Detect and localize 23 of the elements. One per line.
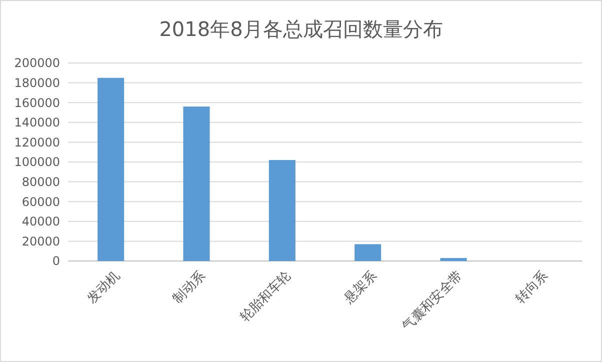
y-tick-label: 180000 [14,76,60,90]
x-tick-label: 转向系 [513,268,552,307]
y-tick-label: 100000 [14,155,60,170]
y-tick-label: 80000 [22,175,60,189]
x-tick-label: 发动机 [84,268,123,307]
x-tick-label: 制动系 [170,268,209,307]
y-tick-label: 160000 [14,96,60,110]
bar [268,160,296,261]
bar [440,258,467,261]
x-tick-label: 轮胎和车轮 [238,268,294,326]
y-tick-label: 140000 [14,116,60,130]
bar [183,106,210,261]
x-tick-label: 悬架系 [340,268,380,308]
y-tick-label: 120000 [14,135,60,150]
chart-title: 2018年8月各总成召回数量分布 [159,17,443,41]
x-tick-label: 气囊和安全带 [399,268,466,334]
y-tick-label: 0 [52,254,60,268]
y-tick-label: 200000 [14,56,60,70]
bar [98,78,124,261]
bar [354,244,382,261]
y-tick-label: 20000 [22,234,60,248]
y-tick-label: 60000 [22,194,60,209]
y-tick-label: 40000 [22,214,60,229]
